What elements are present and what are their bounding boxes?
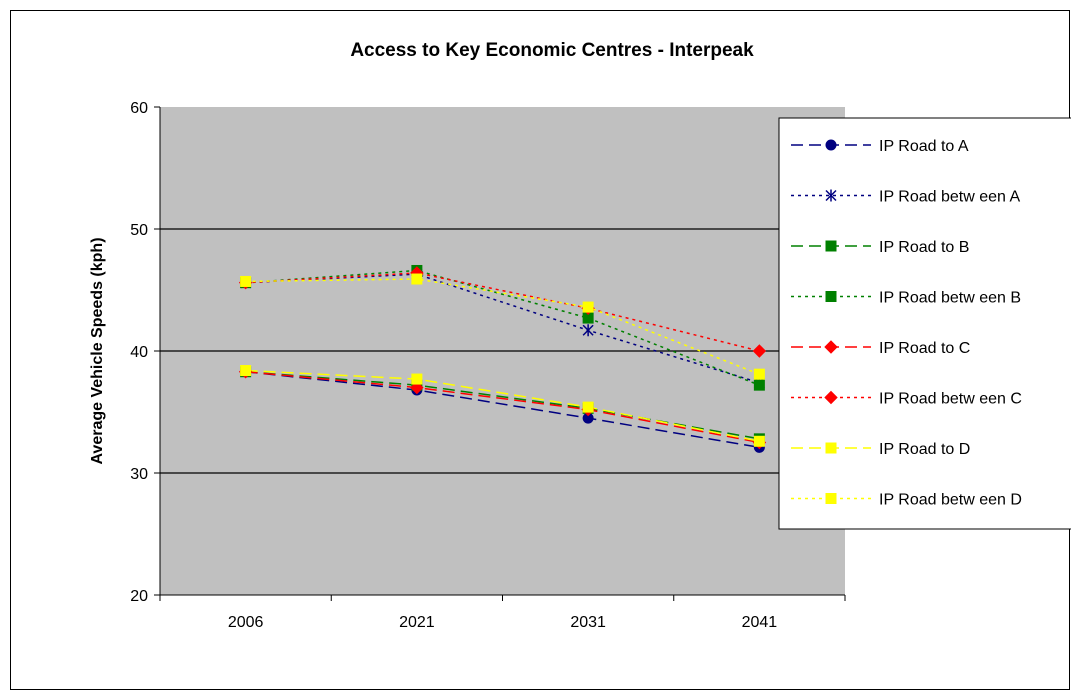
x-tick-label: 2006 [228, 614, 264, 631]
series-line-3 [245, 269, 760, 386]
data-point-series-6 [240, 365, 252, 377]
data-point-series-4 [410, 380, 424, 395]
y-tick-label: 30 [130, 466, 148, 483]
legend-label: IP Road to C [879, 340, 970, 357]
legend-marker-6 [825, 442, 837, 454]
chart-svg: Access to Key Economic Centres - Interpe… [89, 40, 1071, 631]
legend-box [778, 117, 1071, 530]
legend-marker-3 [825, 291, 837, 302]
data-point-series-1 [582, 324, 594, 337]
legend-label: IP Road to D [879, 441, 970, 458]
axis-layer: 20 30 40 50 60 2006 2021 2031 2041 [130, 100, 846, 631]
data-point-series-3 [753, 379, 765, 391]
chart-title: Access to Key Economic Centres - Interpe… [350, 40, 754, 61]
x-tick-label: 2031 [570, 614, 606, 631]
data-point-series-6 [582, 401, 594, 413]
x-tick-label: 2021 [399, 614, 435, 631]
legend-marker-7 [825, 493, 837, 504]
x-tick-label: 2041 [742, 614, 778, 631]
data-point-series-7 [753, 368, 765, 380]
series-line-0 [245, 370, 760, 449]
series-line-7 [245, 278, 760, 375]
legend-marker-1 [825, 189, 837, 202]
data-point-series-6 [753, 435, 765, 447]
series-layer [238, 264, 767, 453]
legend-label: IP Road betw een D [879, 492, 1022, 509]
legend-marker-4 [824, 340, 838, 354]
grid-layer [160, 228, 845, 474]
series-line-5 [245, 272, 760, 352]
y-tick-label: 40 [130, 344, 148, 361]
y-tick-label: 20 [130, 588, 148, 605]
legend-marker-5 [824, 390, 838, 405]
legend-label: IP Road betw een A [879, 189, 1020, 206]
series-line-4 [245, 370, 760, 444]
legend-marker-0 [825, 139, 837, 151]
data-point-series-5 [752, 344, 767, 358]
chart-frame: Access to Key Economic Centres - Interpe… [10, 10, 1071, 690]
legend-label: IP Road to A [879, 138, 969, 155]
legend-marker-2 [825, 240, 837, 252]
series-line-6 [245, 369, 760, 443]
data-point-series-6 [411, 373, 423, 385]
data-point-series-7 [582, 301, 594, 313]
data-point-series-7 [411, 273, 423, 285]
legend: IP Road to A IP Road betw een A IP Road to… [778, 117, 1071, 530]
data-point-series-7 [240, 275, 252, 287]
legend-label: IP Road to B [879, 239, 969, 256]
y-tick-label: 50 [130, 222, 148, 239]
legend-label: IP Road betw een C [879, 391, 1022, 408]
y-axis-label: Average Vehicle Speeds (kph) [89, 237, 106, 464]
y-tick-label: 60 [130, 100, 148, 117]
legend-label: IP Road betw een B [879, 290, 1021, 307]
series-line-2 [245, 370, 760, 440]
